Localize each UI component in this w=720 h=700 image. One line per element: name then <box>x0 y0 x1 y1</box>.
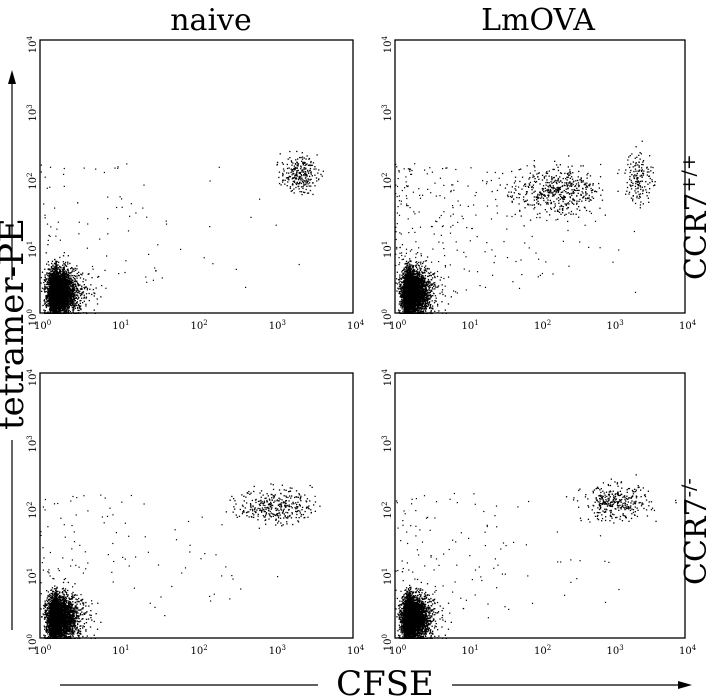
event-dot <box>67 269 69 271</box>
event-dot <box>64 281 66 284</box>
event-dot <box>88 292 90 295</box>
event-dot <box>76 275 78 277</box>
event-dot <box>68 272 70 274</box>
event-dot <box>48 268 50 270</box>
event-dot <box>64 303 66 305</box>
event-dot <box>46 298 48 301</box>
event-dot <box>62 294 64 296</box>
event-dot <box>67 289 69 291</box>
event-dot <box>59 256 61 259</box>
column-title-lmova: LmOVA <box>481 3 595 38</box>
event-dot <box>73 280 75 283</box>
event-dot <box>71 267 73 269</box>
event-dot <box>45 296 47 299</box>
event-dot <box>68 309 70 311</box>
event-dot <box>63 281 65 284</box>
event-dot <box>81 297 83 299</box>
event-dot <box>61 277 64 279</box>
event-dot <box>66 312 68 314</box>
event-dot <box>98 275 100 278</box>
event-dot <box>88 273 90 275</box>
dot-cloud <box>40 150 324 314</box>
event-dot <box>58 274 60 276</box>
event-dot <box>47 261 49 263</box>
event-dot <box>81 288 83 290</box>
event-dot <box>63 266 65 268</box>
event-dot <box>70 267 72 270</box>
event-dot <box>41 287 44 289</box>
event-dot <box>44 284 46 286</box>
event-dot <box>70 274 72 276</box>
event-dot <box>47 274 49 277</box>
event-dot <box>48 312 50 314</box>
event-dot <box>83 297 85 299</box>
event-dot <box>64 288 67 290</box>
event-dot <box>83 294 85 296</box>
event-dot <box>82 312 85 314</box>
event-dot <box>65 275 68 278</box>
event-dot <box>75 281 77 283</box>
event-dot <box>61 308 64 310</box>
event-dot <box>58 261 60 263</box>
event-dot <box>81 291 84 293</box>
event-dot <box>44 302 46 304</box>
event-dot <box>79 293 81 295</box>
event-dot <box>86 289 88 291</box>
event-dot <box>76 289 78 291</box>
event-dot <box>45 306 48 308</box>
event-dot <box>46 272 48 274</box>
event-dot <box>72 311 74 313</box>
event-dot <box>64 272 66 274</box>
column-title-naive: naive <box>170 3 252 38</box>
event-dot <box>46 304 48 307</box>
event-dot <box>71 280 74 282</box>
event-dot <box>75 304 77 307</box>
event-dot <box>68 306 70 308</box>
event-dot <box>81 287 83 289</box>
panel-frame <box>39 39 354 314</box>
event-dot <box>67 275 69 277</box>
event-dot <box>72 277 74 279</box>
event-dot <box>96 298 98 300</box>
event-dot <box>65 276 67 278</box>
x-axis-title: CFSE <box>336 664 434 700</box>
cluster-0 <box>40 244 102 314</box>
